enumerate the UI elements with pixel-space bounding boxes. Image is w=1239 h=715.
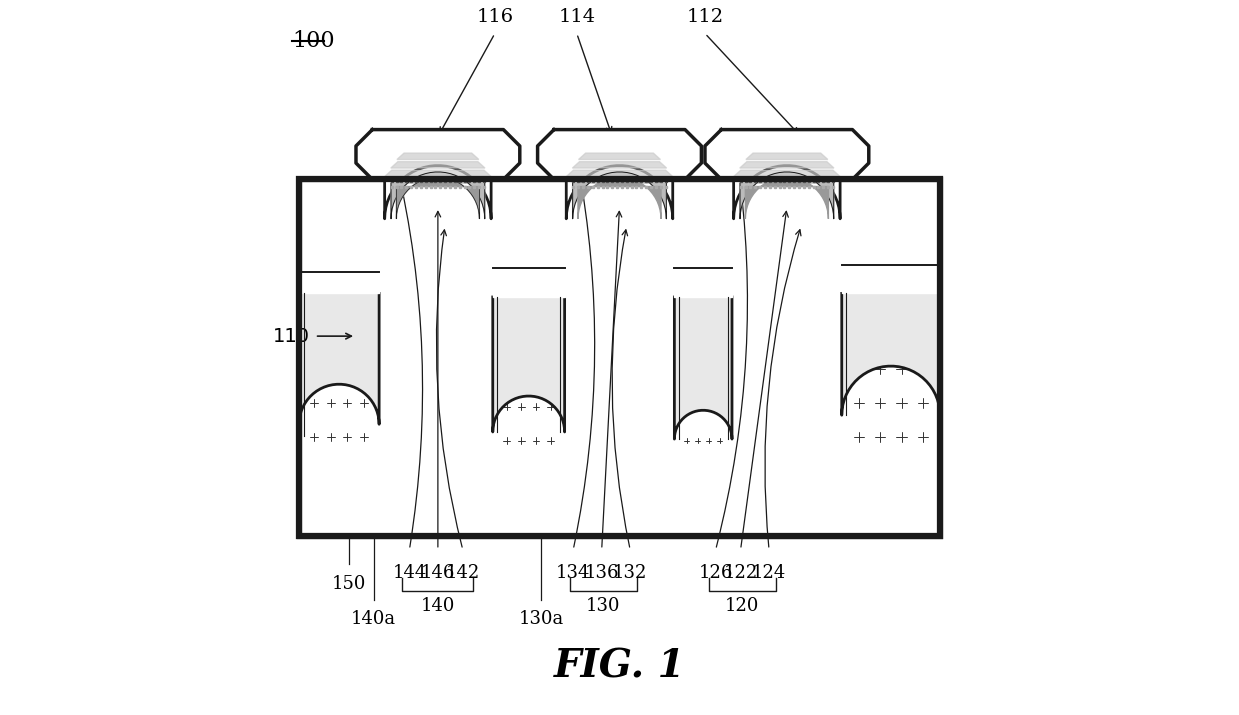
Polygon shape: [674, 268, 732, 297]
Polygon shape: [299, 272, 379, 293]
Polygon shape: [396, 153, 478, 159]
Text: 140a: 140a: [351, 611, 396, 628]
Text: 126: 126: [699, 564, 732, 582]
Bar: [299, 179, 940, 536]
Text: 146: 146: [421, 564, 455, 582]
Text: 134: 134: [556, 564, 591, 582]
Text: 140: 140: [421, 597, 455, 615]
Polygon shape: [493, 297, 565, 432]
Polygon shape: [841, 265, 940, 293]
Text: 132: 132: [613, 564, 647, 582]
Polygon shape: [841, 293, 940, 415]
Text: 130a: 130a: [519, 611, 564, 628]
Polygon shape: [705, 129, 869, 179]
Polygon shape: [538, 129, 701, 179]
Polygon shape: [392, 172, 484, 219]
Polygon shape: [384, 166, 491, 219]
Bar: [299, 179, 940, 536]
Polygon shape: [390, 162, 484, 168]
Text: 142: 142: [446, 564, 479, 582]
Text: 100: 100: [292, 30, 335, 52]
Text: 114: 114: [559, 9, 595, 26]
Polygon shape: [356, 129, 520, 179]
Polygon shape: [396, 177, 479, 219]
Polygon shape: [740, 172, 834, 219]
Polygon shape: [566, 166, 673, 219]
Polygon shape: [674, 297, 732, 439]
Text: 122: 122: [724, 564, 758, 582]
Polygon shape: [493, 268, 565, 297]
Text: 120: 120: [725, 597, 760, 615]
Polygon shape: [746, 153, 828, 159]
Text: 150: 150: [332, 575, 366, 593]
Text: 116: 116: [476, 9, 513, 26]
Polygon shape: [572, 172, 667, 219]
Polygon shape: [733, 166, 840, 219]
Polygon shape: [577, 177, 662, 219]
Polygon shape: [572, 162, 667, 168]
Polygon shape: [740, 162, 834, 168]
Polygon shape: [299, 293, 379, 424]
Text: 110: 110: [273, 327, 310, 345]
Polygon shape: [746, 177, 829, 219]
Polygon shape: [733, 170, 840, 177]
Text: FIG. 1: FIG. 1: [554, 647, 685, 685]
Text: 136: 136: [585, 564, 620, 582]
Text: 130: 130: [586, 597, 621, 615]
Text: 112: 112: [686, 9, 724, 26]
Polygon shape: [579, 153, 660, 159]
Text: 124: 124: [752, 564, 787, 582]
Polygon shape: [384, 170, 491, 177]
Text: 144: 144: [393, 564, 426, 582]
Polygon shape: [566, 170, 673, 177]
